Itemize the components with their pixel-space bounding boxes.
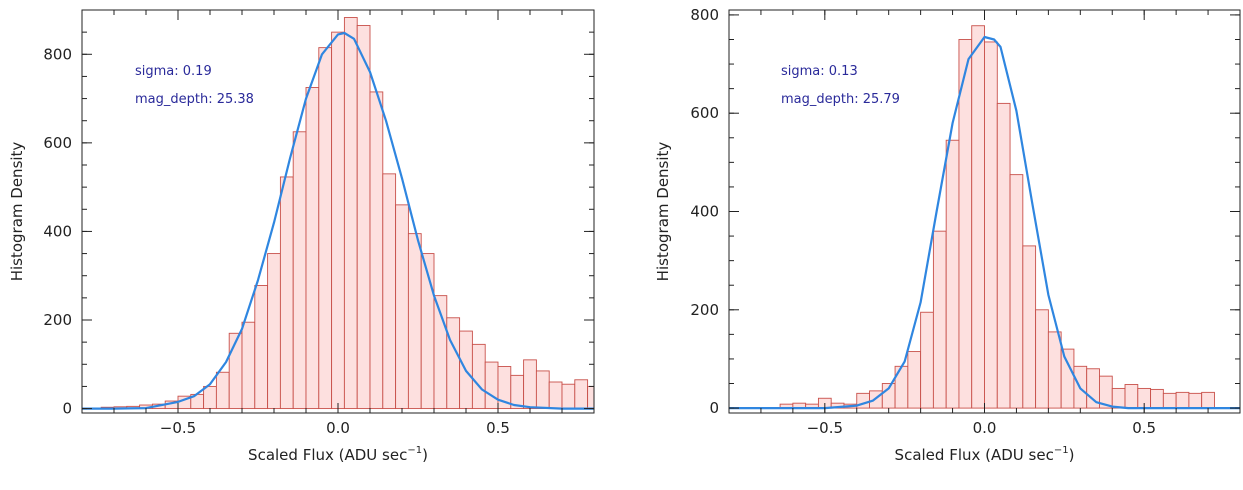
histogram-bar <box>971 25 985 409</box>
histogram-bar <box>984 41 998 409</box>
left-y-tick-labels: 0 200 400 600 800 <box>43 45 72 417</box>
histogram-bar <box>587 385 595 410</box>
left-y-axis-label: Histogram Density <box>8 142 26 282</box>
histogram-bar <box>382 173 397 410</box>
histogram-bar <box>343 17 358 410</box>
right-sigma-annotation: sigma: 0.13 <box>781 64 858 79</box>
y-tick-label: 400 <box>690 203 719 221</box>
left-x-axis-label: Scaled Flux (ADU sec−1) <box>248 445 428 464</box>
histogram-bar <box>1201 391 1215 409</box>
histogram-bar <box>907 351 922 409</box>
histogram-bar <box>1150 388 1164 409</box>
histogram-bar <box>215 371 230 410</box>
right-x-axis-label: Scaled Flux (ADU sec−1) <box>895 445 1075 464</box>
right-axis-ticks <box>728 10 1241 413</box>
x-tick-label: 0.0 <box>326 419 350 437</box>
left-histogram-panel: −0.5 0.0 0.5 0 200 400 600 800 Scaled Flux (AD… <box>8 9 595 464</box>
histogram-bar <box>395 204 409 410</box>
right-y-axis-label: Histogram Density <box>654 142 672 282</box>
histogram-bar <box>318 47 333 410</box>
y-tick-label: 400 <box>43 222 72 240</box>
y-tick-label: 0 <box>709 399 719 417</box>
histogram-bar <box>484 361 499 410</box>
histogram-bar <box>1009 174 1024 409</box>
histogram-bar <box>1060 348 1075 409</box>
histogram-bar <box>945 139 960 409</box>
histogram-bar <box>292 131 307 410</box>
right-x-tick-labels: −0.5 0.0 0.5 <box>807 419 1157 437</box>
x-tick-label: −0.5 <box>160 419 196 437</box>
histogram-bar <box>446 317 461 410</box>
left-sigma-annotation: sigma: 0.19 <box>135 64 212 79</box>
y-tick-label: 800 <box>43 45 72 63</box>
histogram-bar <box>561 383 576 410</box>
right-histogram-bars <box>779 25 1215 409</box>
x-tick-label: 0.5 <box>486 419 510 437</box>
right-y-tick-labels: 0 200 400 600 800 <box>690 6 719 417</box>
right-mag-depth-annotation: mag_depth: 25.79 <box>781 92 900 107</box>
histogram-bar <box>407 233 422 410</box>
histogram-bar <box>471 343 486 410</box>
histogram-bar <box>1175 391 1190 409</box>
histogram-bar <box>254 285 269 410</box>
histogram-bar <box>1022 245 1037 409</box>
histogram-bar <box>958 39 973 409</box>
histogram-bar <box>1035 309 1049 409</box>
y-tick-label: 600 <box>690 104 719 122</box>
histogram-bar <box>331 31 345 410</box>
histogram-bar <box>1111 387 1126 409</box>
y-tick-label: 800 <box>690 6 719 24</box>
histogram-bar <box>305 87 320 410</box>
y-tick-label: 0 <box>62 400 72 418</box>
left-mag-depth-annotation: mag_depth: 25.38 <box>135 92 254 107</box>
histogram-bar <box>920 311 934 409</box>
histogram-bar <box>932 230 947 409</box>
right-histogram-panel: −0.5 0.0 0.5 0 200 400 600 800 Scaled Flux (AD… <box>654 6 1241 464</box>
left-axis-ticks <box>81 9 595 413</box>
histogram-bar <box>1188 392 1203 409</box>
histogram-bar <box>369 91 384 410</box>
right-gaussian-fit-line <box>729 35 1240 410</box>
histogram-bar <box>574 379 589 410</box>
histogram-bar <box>1047 331 1062 409</box>
histogram-bar <box>203 385 217 410</box>
x-tick-label: 0.5 <box>1132 419 1156 437</box>
left-x-tick-labels: −0.5 0.0 0.5 <box>160 419 510 437</box>
histogram-bar <box>548 381 563 410</box>
left-gaussian-fit-line <box>82 31 594 410</box>
histogram-bar <box>1124 384 1139 409</box>
y-tick-label: 200 <box>690 301 719 319</box>
histogram-bar <box>267 253 281 410</box>
histogram-bar <box>1162 392 1177 409</box>
histogram-bar <box>535 370 550 410</box>
x-tick-label: −0.5 <box>807 419 843 437</box>
y-tick-label: 200 <box>43 311 72 329</box>
x-tick-label: 0.0 <box>973 419 997 437</box>
histogram-bar <box>356 25 371 410</box>
histogram-bar <box>241 321 256 410</box>
histogram-bar <box>279 176 294 410</box>
y-tick-label: 600 <box>43 134 72 152</box>
histogram-bar <box>523 359 537 410</box>
histogram-bar <box>996 102 1011 409</box>
